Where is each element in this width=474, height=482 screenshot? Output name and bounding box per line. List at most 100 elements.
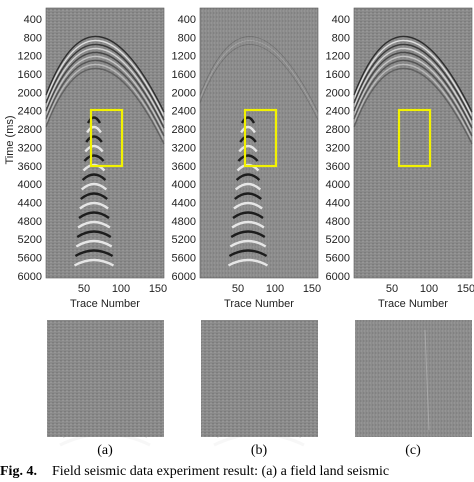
x-tick-label: 150 — [457, 283, 474, 295]
y-tick-label: 1600 — [172, 69, 196, 81]
y-tick-label: 4000 — [326, 179, 350, 191]
seismic-image — [46, 8, 164, 278]
subfigure-label: (b) — [251, 443, 268, 458]
seismic-image — [200, 8, 318, 278]
zoom-image — [201, 320, 318, 437]
y-tick-label: 2800 — [18, 124, 42, 136]
highlight-box — [397, 108, 432, 168]
hyperbola — [199, 44, 319, 121]
y-tick-label: 3600 — [172, 161, 196, 173]
y-tick-label: 6000 — [326, 271, 350, 283]
y-tick-label: 1600 — [18, 69, 42, 81]
y-tick-label: 4000 — [172, 179, 196, 191]
event — [240, 125, 256, 134]
y-tick-label: 5600 — [172, 253, 196, 265]
y-tick-label: 800 — [178, 32, 196, 44]
event — [231, 220, 265, 229]
hyperbola — [45, 36, 165, 113]
y-tick-label: 3200 — [172, 142, 196, 154]
hyperbola — [353, 44, 473, 121]
hyperbola — [45, 56, 165, 133]
y-tick-label: 3200 — [326, 142, 350, 154]
event — [238, 144, 258, 153]
event — [86, 125, 102, 134]
y-tick-label: 1200 — [172, 51, 196, 63]
hyperbola — [353, 64, 473, 141]
event — [230, 230, 266, 239]
event — [77, 220, 111, 229]
y-tick-label: 800 — [24, 32, 42, 44]
y-tick-label: 2400 — [18, 106, 42, 118]
y-tick-label: 2000 — [326, 87, 350, 99]
event — [239, 135, 257, 143]
hyperbola — [45, 44, 165, 121]
highlight-box — [243, 108, 278, 168]
event — [234, 192, 262, 200]
x-tick-label: 100 — [420, 283, 438, 295]
x-tick-label: 50 — [386, 283, 398, 295]
y-tick-label: 3600 — [18, 161, 42, 173]
hyperbola — [45, 60, 165, 137]
event — [229, 239, 267, 248]
hyperbola — [45, 48, 165, 125]
y-tick-label: 2800 — [326, 124, 350, 136]
event — [78, 211, 110, 219]
event — [80, 192, 108, 200]
hyperbola — [353, 60, 473, 137]
seismic-events — [353, 36, 473, 145]
axes-frame — [45, 7, 165, 279]
x-axis-label: Trace Number — [70, 298, 140, 310]
seismic-image — [354, 8, 472, 278]
y-tick-label: 5600 — [326, 253, 350, 265]
y-tick-label: 400 — [332, 14, 350, 26]
axes-frame — [199, 7, 319, 279]
y-tick-label: 2000 — [18, 87, 42, 99]
hyperbola — [353, 40, 473, 117]
hyperbola — [353, 52, 473, 129]
highlight-box — [89, 108, 124, 168]
event — [75, 239, 113, 248]
y-tick-label: 4800 — [18, 216, 42, 228]
x-tick-label: 100 — [112, 283, 130, 295]
hyperbola — [353, 56, 473, 133]
hyperbola — [45, 40, 165, 117]
x-tick-label: 100 — [266, 283, 284, 295]
event — [86, 116, 102, 124]
y-tick-label: 400 — [178, 14, 196, 26]
y-tick-label: 2000 — [172, 87, 196, 99]
x-tick-label: 150 — [303, 283, 321, 295]
event — [81, 173, 107, 181]
y-tick-label: 4800 — [326, 216, 350, 228]
zoom-image — [47, 320, 164, 437]
event — [234, 182, 262, 191]
y-tick-label: 6000 — [172, 271, 196, 283]
y-tick-label: 2400 — [326, 106, 350, 118]
caption-text: Field seismic data experiment result: (a… — [52, 464, 389, 479]
subfigure-label: (a) — [97, 443, 113, 458]
x-axis-label: Trace Number — [378, 298, 448, 310]
x-tick-label: 50 — [78, 283, 90, 295]
y-tick-label: 400 — [24, 14, 42, 26]
y-tick-label: 4400 — [172, 197, 196, 209]
axes-frame — [353, 7, 473, 279]
y-tick-label: 1600 — [326, 69, 350, 81]
x-tick-label: 150 — [149, 283, 167, 295]
y-tick-label: 1200 — [326, 51, 350, 63]
y-tick-label: 3600 — [326, 161, 350, 173]
caption-label: Fig. 4. — [0, 464, 37, 479]
y-tick-label: 6000 — [18, 271, 42, 283]
x-axis-label: Trace Number — [224, 298, 294, 310]
event — [240, 116, 256, 124]
event — [80, 182, 108, 191]
event — [232, 211, 264, 219]
hyperbola — [353, 36, 473, 113]
hyperbola — [199, 36, 319, 113]
hyperbola — [199, 40, 319, 117]
hyperbola — [45, 52, 165, 129]
y-tick-label: 5200 — [172, 234, 196, 246]
event — [84, 144, 104, 153]
event — [74, 249, 114, 258]
x-tick-label: 50 — [232, 283, 244, 295]
